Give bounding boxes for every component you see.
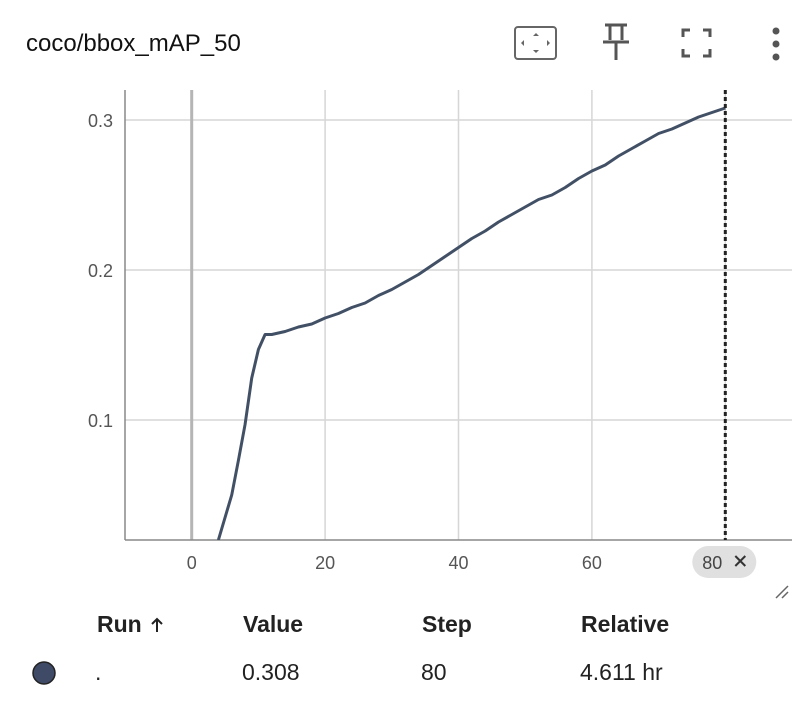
- value-cell: 0.308: [242, 659, 300, 685]
- pin-button[interactable]: [603, 23, 629, 60]
- table-header[interactable]: Value: [243, 611, 304, 637]
- run-color: [32, 661, 56, 685]
- y-tick-label: 0.2: [88, 261, 113, 281]
- toolbar: [514, 23, 780, 61]
- hover-step-pill: [692, 546, 757, 578]
- menu-button[interactable]: [772, 27, 780, 61]
- x-tick-label: 0: [187, 553, 197, 573]
- fit-domain-button[interactable]: [514, 26, 557, 60]
- fullscreen-button[interactable]: [681, 28, 712, 58]
- chart: 0.1 0.2 0.3 0 20 40 60 80: [88, 23, 792, 599]
- sort-icon[interactable]: [151, 617, 163, 632]
- y-tick-label: 0.3: [88, 111, 113, 131]
- table-header[interactable]: Run: [97, 611, 142, 637]
- run-name: .: [95, 659, 102, 685]
- relative-cell: 4.611 hr: [580, 659, 663, 685]
- x-tick-label: 60: [582, 553, 602, 573]
- plot-area: [216, 90, 727, 540]
- y-tick-label: 0.1: [88, 411, 113, 431]
- x-tick-label: 80: [702, 553, 722, 573]
- resize-handle[interactable]: [775, 585, 789, 599]
- table-header[interactable]: Step: [422, 611, 472, 637]
- card-title: coco/bbox_mAP_50: [26, 30, 241, 57]
- x-tick-label: 20: [315, 553, 335, 573]
- table-header[interactable]: Relative: [581, 611, 670, 637]
- x-tick-label: 40: [448, 553, 468, 573]
- clear-step-icon: [734, 555, 747, 567]
- step-cell: 80: [421, 659, 447, 685]
- grid: [125, 90, 792, 540]
- fit-icon: [521, 33, 550, 53]
- series-line: [216, 106, 726, 540]
- tick-labels: 0.1 0.2 0.3 0 20 40 60 80: [88, 111, 757, 578]
